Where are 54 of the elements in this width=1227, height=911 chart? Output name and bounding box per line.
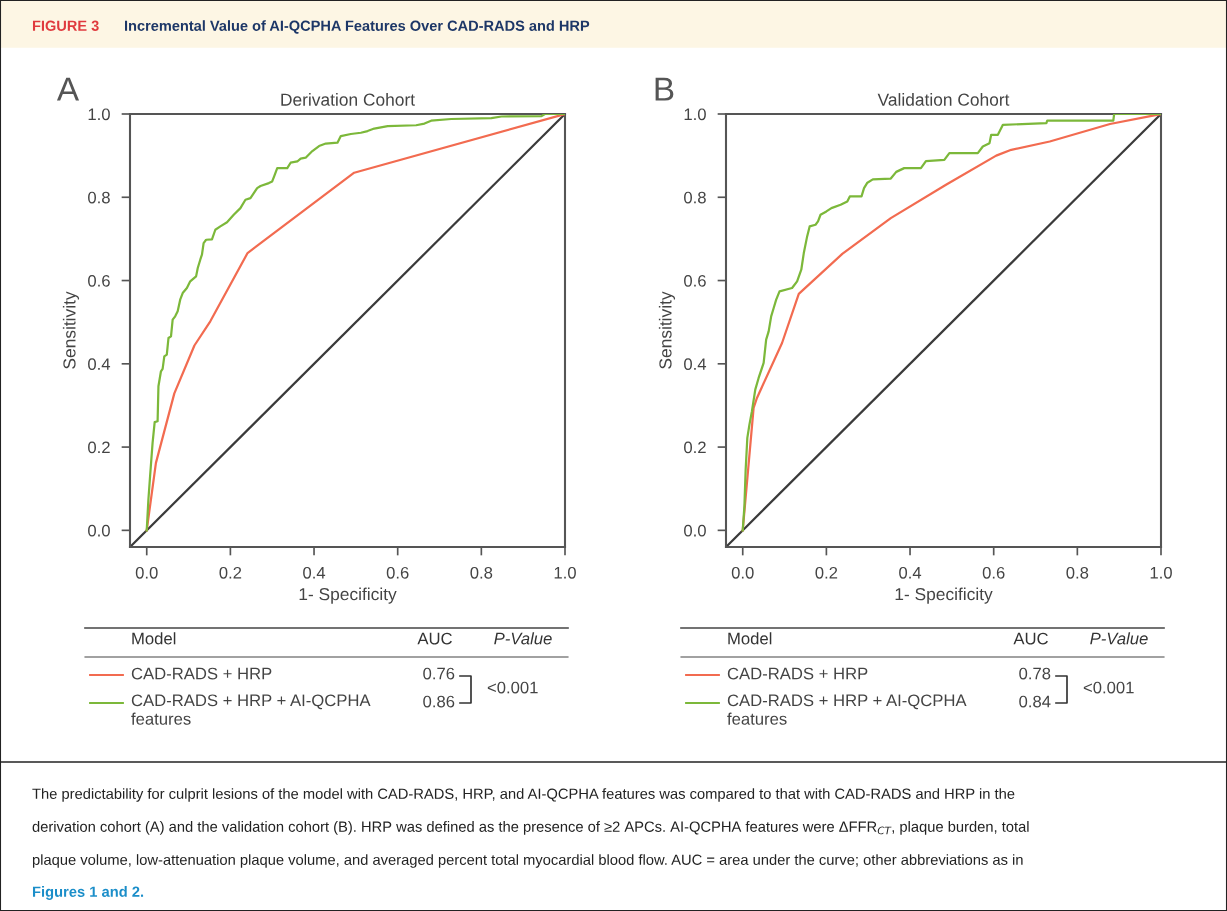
text: P-Value (1090, 632, 1148, 645)
y-axis-title: Sensitivity (658, 291, 676, 369)
text: derivation cohort (A) and the validation cohort (B). HRP was defined as the presence of ≥2 APCs. AI-QCPHA features were ΔFFR$_{CT}$, plaque burden, total (32, 821, 1029, 835)
y-tick-label: 0.8 (88, 191, 110, 204)
text: 0.84 (1019, 695, 1051, 708)
y-tick-label: 0.2 (88, 441, 110, 454)
text: 0.86 (423, 695, 455, 708)
text: <0.001 (487, 681, 538, 694)
x-tick-label: 1.0 (1150, 566, 1172, 579)
x-tick-label: 0.0 (731, 566, 754, 579)
legend-label: CAD-RADS + HRP + AI-QCPHA features (727, 694, 967, 725)
y-tick-label: 0.6 (88, 274, 110, 287)
text: B (655, 77, 674, 101)
text: Figures 1 and 2. (32, 886, 144, 900)
y-tick-label: 0.4 (684, 358, 707, 371)
text: Incremental Value of AI-QCPHA Features Over CAD-RADS and HRP (124, 20, 590, 34)
y-tick-label: 1.0 (684, 108, 706, 121)
x-tick-label: 0.4 (899, 566, 922, 579)
x-tick-label: 0.2 (815, 566, 838, 579)
text: <0.001 (1083, 681, 1134, 694)
caption: FIGURE 3 (32, 20, 99, 31)
legend-label: CAD-RADS + HRP (131, 667, 272, 680)
y-tick-label: 0.6 (684, 274, 706, 287)
text: Model (728, 632, 772, 645)
chart-title: Derivation Cohort (281, 93, 415, 106)
x-tick-label: 0.0 (135, 566, 158, 579)
text: P-Value (494, 632, 552, 645)
text: A (56, 77, 80, 101)
x-axis-title: 1- Specificity (299, 587, 397, 604)
y-axis-title: Sensitivity (62, 291, 80, 369)
legend-label: CAD-RADS + HRP + AI-QCPHA features (131, 694, 371, 725)
x-tick-label: 0.6 (386, 566, 409, 579)
legend-label: CAD-RADS + HRP (727, 667, 868, 680)
text: plaque volume, low-attenuation plaque volume, and averaged percent total myocardial blood flow. AUC = area under the curve; other abbreviations as in (32, 854, 1023, 868)
x-tick-label: 0.8 (470, 566, 493, 579)
text: 0.76 (423, 667, 455, 680)
chart-title: Validation Cohort (877, 93, 1010, 106)
x-tick-label: 0.2 (219, 566, 242, 579)
text: Model (132, 632, 176, 645)
text: 0.78 (1019, 667, 1051, 680)
x-tick-label: 0.8 (1066, 566, 1089, 579)
text: The predictability for culprit lesions of the model with CAD-RADS, HRP, and AI-QCPHA features was compared to that with CAD-RADS and HRP in the (32, 788, 1015, 802)
x-tick-label: 0.4 (303, 566, 326, 579)
y-tick-label: 0.8 (684, 191, 706, 204)
y-tick-label: 0.0 (88, 524, 110, 537)
y-tick-label: 0.0 (684, 524, 706, 537)
y-tick-label: 0.2 (684, 441, 706, 454)
y-tick-label: 1.0 (88, 108, 110, 121)
text: AUC (1013, 632, 1048, 645)
x-tick-label: 1.0 (554, 566, 576, 579)
y-tick-label: 0.4 (88, 358, 111, 371)
x-axis-title: 1- Specificity (895, 587, 993, 604)
x-tick-label: 0.6 (982, 566, 1005, 579)
text: AUC (417, 632, 452, 645)
